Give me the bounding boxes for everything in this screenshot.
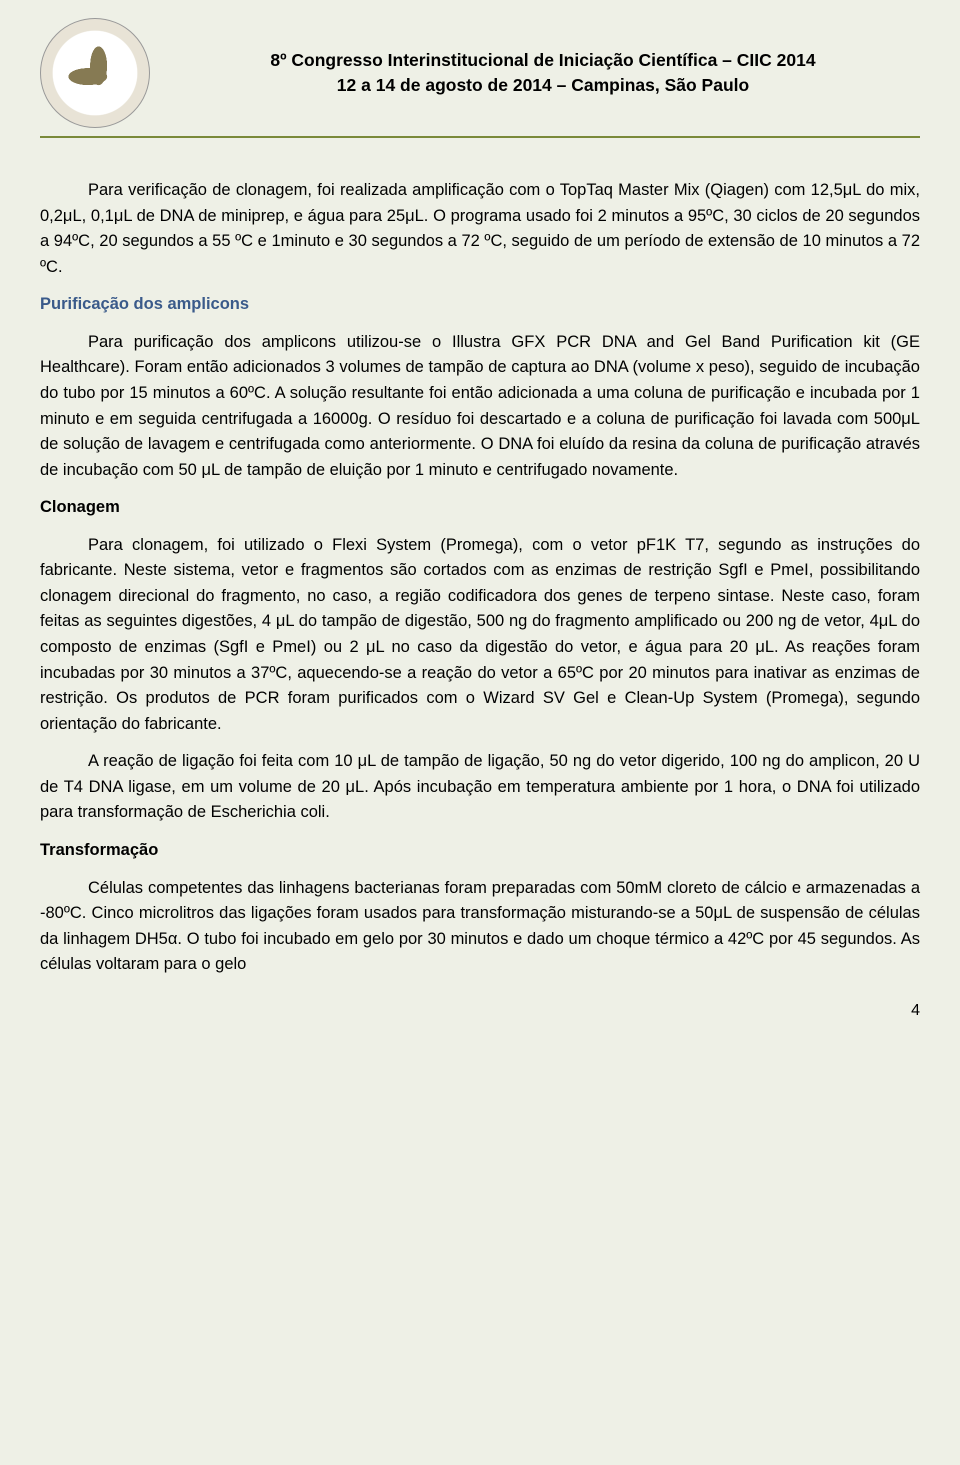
paragraph-transformacao: Células competentes das linhagens bacter… xyxy=(40,876,920,978)
page-header: 8º Congresso Interinstitucional de Inici… xyxy=(40,18,920,138)
congress-logo xyxy=(40,18,150,128)
paragraph-intro: Para verificação de clonagem, foi realiz… xyxy=(40,178,920,280)
header-text: 8º Congresso Interinstitucional de Inici… xyxy=(166,48,920,99)
section-title-clonagem: Clonagem xyxy=(40,495,920,521)
header-line-2: 12 a 14 de agosto de 2014 – Campinas, Sã… xyxy=(166,73,920,98)
logo-ring-text xyxy=(45,23,145,123)
section-title-purificacao: Purificação dos amplicons xyxy=(40,292,920,318)
document-body: Para verificação de clonagem, foi realiz… xyxy=(40,178,920,978)
page-number: 4 xyxy=(40,1002,920,1020)
section-title-transformacao: Transformação xyxy=(40,838,920,864)
paragraph-clonagem-1: Para clonagem, foi utilizado o Flexi Sys… xyxy=(40,533,920,738)
paragraph-clonagem-2: A reação de ligação foi feita com 10 μL … xyxy=(40,749,920,826)
paragraph-purificacao: Para purificação dos amplicons utilizou-… xyxy=(40,330,920,483)
header-line-1: 8º Congresso Interinstitucional de Inici… xyxy=(166,48,920,73)
